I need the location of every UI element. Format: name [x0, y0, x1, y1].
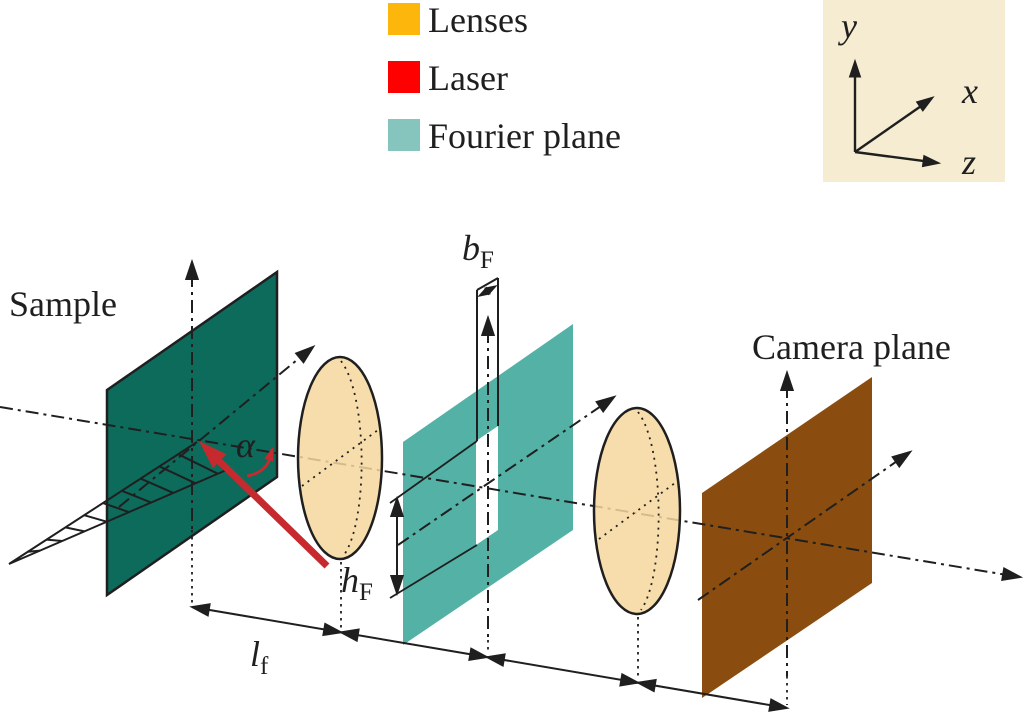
sample-label: Sample — [9, 284, 117, 324]
laser: α — [192, 425, 330, 569]
legend-label-fourier: Fourier plane — [428, 116, 621, 156]
lf-label: lf — [250, 634, 269, 680]
lens-2-contours — [598, 411, 676, 611]
x-axis-label: x — [961, 71, 978, 111]
coordinate-axes-box: y x z — [823, 0, 1005, 182]
fourier-slit — [476, 426, 498, 545]
hF-extension-bottom — [389, 544, 478, 599]
z-axis-label: z — [961, 142, 976, 182]
laser-beam — [210, 452, 330, 569]
camera-plane-label: Camera plane — [752, 327, 951, 367]
lens-2 — [592, 406, 682, 616]
x-axis-arrow — [854, 103, 925, 153]
legend-swatch-lenses — [388, 3, 420, 35]
legend-label-laser: Laser — [428, 58, 508, 98]
lens-1 — [296, 355, 384, 561]
hF-label: hF — [341, 560, 373, 606]
lens-1-contours — [301, 360, 379, 556]
z-axis-arrow — [854, 150, 929, 163]
y-axis-label: y — [838, 6, 857, 46]
sample-strip-on-plane — [108, 441, 232, 523]
alpha-label: α — [236, 425, 256, 465]
slit-channel-cap — [476, 277, 499, 291]
legend: Lenses Laser Fourier plane — [388, 0, 621, 156]
bF-label: bF — [462, 228, 494, 274]
camera-x-axis — [697, 458, 901, 601]
coordinate-box-background — [823, 0, 1005, 182]
lenses — [296, 355, 682, 616]
legend-label-lenses: Lenses — [428, 0, 528, 40]
axes — [0, 261, 1022, 705]
legend-swatch-fourier — [388, 119, 420, 151]
hF-extension-top — [389, 440, 478, 504]
optical-axis — [0, 406, 1014, 577]
dimension-lines — [190, 562, 789, 715]
legend-swatch-laser — [388, 61, 420, 93]
slit-annotations — [389, 277, 499, 599]
fourier-x-axis — [397, 403, 605, 546]
